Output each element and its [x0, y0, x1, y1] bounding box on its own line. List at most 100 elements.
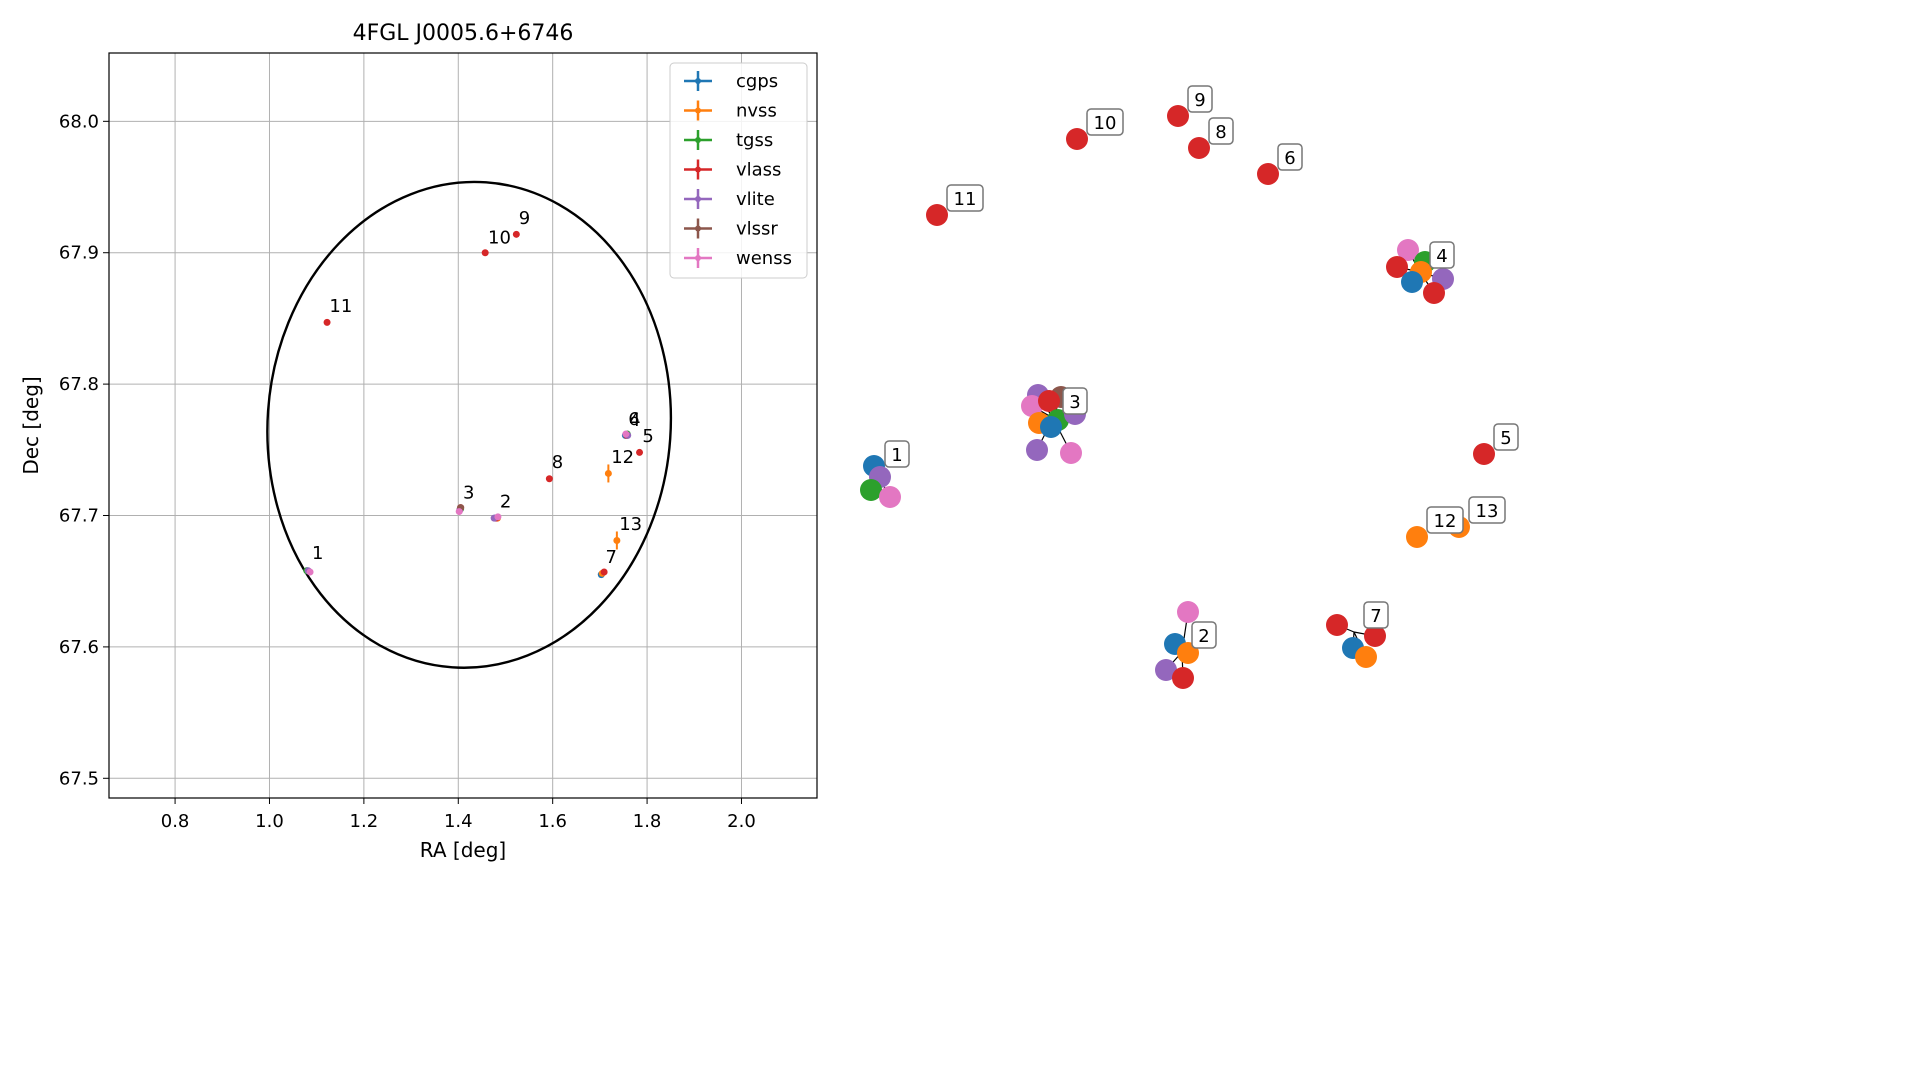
- source-label: 1: [312, 543, 323, 564]
- x-tick-label: 1.2: [350, 811, 379, 832]
- cluster-label: 11: [954, 189, 977, 210]
- cluster-label: 9: [1194, 90, 1205, 111]
- cluster-label: 1: [891, 445, 902, 466]
- cluster-label: 8: [1215, 122, 1226, 143]
- cluster-label-box: [1208, 117, 1234, 145]
- vlass-node: [1473, 443, 1495, 465]
- y-tick-label: 68.0: [59, 111, 99, 132]
- y-tick-label: 67.9: [59, 243, 99, 264]
- vlass-marker: [636, 448, 644, 456]
- cluster-label-box: [1468, 496, 1506, 524]
- legend-label: vlssr: [736, 219, 778, 240]
- legend-label: tgss: [736, 130, 773, 151]
- wenss-node: [1397, 239, 1419, 261]
- source-label: 7: [606, 547, 617, 568]
- vlass-node: [1066, 128, 1088, 150]
- wenss-marker: [455, 508, 463, 516]
- x-tick-label: 0.8: [161, 811, 190, 832]
- source-label: 12: [611, 447, 634, 468]
- legend-swatch-dot: [695, 107, 701, 114]
- wenss-marker: [622, 430, 630, 438]
- vlass-node: [1386, 256, 1408, 278]
- wenss-marker: [494, 513, 502, 521]
- vlass-marker: [323, 318, 331, 326]
- x-tick-label: 2.0: [727, 811, 756, 832]
- x-tick-label: 1.8: [633, 811, 662, 832]
- source-label: 3: [463, 482, 474, 503]
- source-label: 8: [552, 452, 563, 473]
- cluster-label-box: [1493, 423, 1519, 451]
- y-tick-label: 67.8: [59, 374, 99, 395]
- vlass-node: [1257, 163, 1279, 185]
- cgps-node: [1401, 271, 1423, 293]
- cgps-node: [1040, 416, 1062, 438]
- vlass-marker: [600, 568, 608, 576]
- legend-label: vlite: [736, 189, 775, 210]
- x-tick-label: 1.6: [538, 811, 567, 832]
- source-label: 4: [629, 410, 640, 431]
- cluster-label: 6: [1284, 148, 1295, 169]
- nvss-marker: [613, 536, 621, 544]
- vlass-node: [1167, 105, 1189, 127]
- source-label: 10: [488, 228, 511, 249]
- wenss-node: [1021, 395, 1043, 417]
- cluster-label: 4: [1436, 246, 1447, 267]
- source-label: 11: [329, 296, 352, 317]
- legend-swatch-dot: [695, 196, 701, 202]
- source-label: 6: [628, 409, 639, 430]
- y-axis-label: Dec [deg]: [19, 376, 43, 474]
- x-axis-label: RA [deg]: [420, 838, 506, 862]
- localization-ellipse: [266, 180, 673, 669]
- cluster-label-box: [884, 440, 910, 468]
- vlass-marker: [481, 249, 489, 257]
- vlass-marker: [512, 230, 520, 238]
- wenss-node: [1060, 442, 1082, 464]
- nvss-node: [1355, 646, 1377, 668]
- cluster-label: 5: [1500, 428, 1511, 449]
- vlass-node: [1364, 625, 1386, 647]
- legend-swatch-dot: [695, 255, 701, 261]
- nvss-marker: [604, 469, 612, 477]
- legend-label: vlass: [736, 160, 781, 181]
- vlite-node: [1026, 439, 1048, 461]
- source-label: 5: [642, 426, 653, 447]
- nvss-node: [1406, 526, 1428, 548]
- legend-swatch-dot: [695, 166, 701, 173]
- cluster-label-box: [1187, 85, 1213, 113]
- y-tick-label: 67.6: [59, 637, 99, 658]
- grid-lines: [109, 53, 817, 798]
- wenss-node: [879, 486, 901, 508]
- source-label: 13: [619, 514, 642, 535]
- cluster-label-box: [946, 184, 984, 212]
- cluster-label-box: [1062, 387, 1088, 415]
- legend-swatch-dot: [695, 78, 701, 84]
- legend: cgps nvss tgss vlass vlite vlssr wenss: [669, 62, 808, 279]
- source-markers: [303, 230, 644, 579]
- cluster-label-box: [1429, 241, 1455, 269]
- vlass-node: [1038, 390, 1060, 412]
- wenss-node: [1177, 601, 1199, 623]
- vlass-node: [1326, 614, 1348, 636]
- x-tick-label: 1.0: [255, 811, 284, 832]
- cluster-label: 2: [1198, 626, 1209, 647]
- x-axis-ticks: 0.8 1.0 1.2 1.4 1.6 1.8 2.0: [161, 798, 756, 832]
- chart-title: 4FGL J0005.6+6746: [353, 21, 574, 46]
- vlass-node: [1188, 137, 1210, 159]
- legend-swatch-dot: [695, 225, 701, 232]
- legend-label: wenss: [736, 248, 792, 269]
- y-tick-label: 67.7: [59, 506, 99, 527]
- vlass-node: [1423, 282, 1445, 304]
- cluster-label-box: [1363, 601, 1389, 629]
- cluster-label: 10: [1094, 113, 1117, 134]
- source-label: 2: [500, 492, 511, 513]
- source-label: 9: [519, 208, 530, 229]
- vlass-marker: [545, 475, 553, 483]
- error-ellipse: [266, 180, 673, 669]
- vlass-node: [1172, 667, 1194, 689]
